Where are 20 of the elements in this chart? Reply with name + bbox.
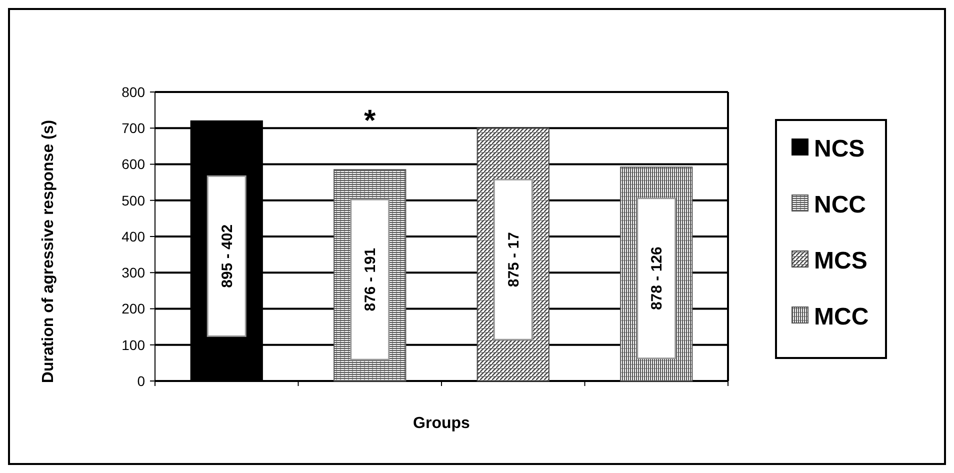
y-axis-title: Duration of agressive response (s)	[40, 120, 57, 384]
legend-label: NCS	[814, 135, 865, 162]
annotation: *	[364, 104, 376, 138]
y-tick-label: 600	[122, 156, 146, 172]
annotation: 878 - 126	[648, 246, 666, 310]
y-tick-label: 500	[122, 192, 146, 208]
y-tick-label: 400	[122, 228, 146, 244]
y-tick-label: 0	[137, 372, 146, 389]
annotation: 895 - 402	[218, 224, 236, 288]
y-tick-label: 300	[122, 264, 146, 281]
legend-label: MCS	[814, 247, 868, 274]
y-tick-label: 800	[122, 84, 146, 100]
annotation: 876 - 191	[362, 248, 380, 312]
annotation: 875 - 17	[505, 232, 522, 288]
y-tick-label: 100	[122, 336, 146, 353]
y-tick-label: 700	[122, 120, 146, 136]
legend-label: NCC	[814, 191, 866, 218]
x-axis-title: Groups	[413, 415, 470, 432]
y-tick-label: 200	[122, 300, 146, 317]
legend-label: MCC	[814, 303, 869, 330]
